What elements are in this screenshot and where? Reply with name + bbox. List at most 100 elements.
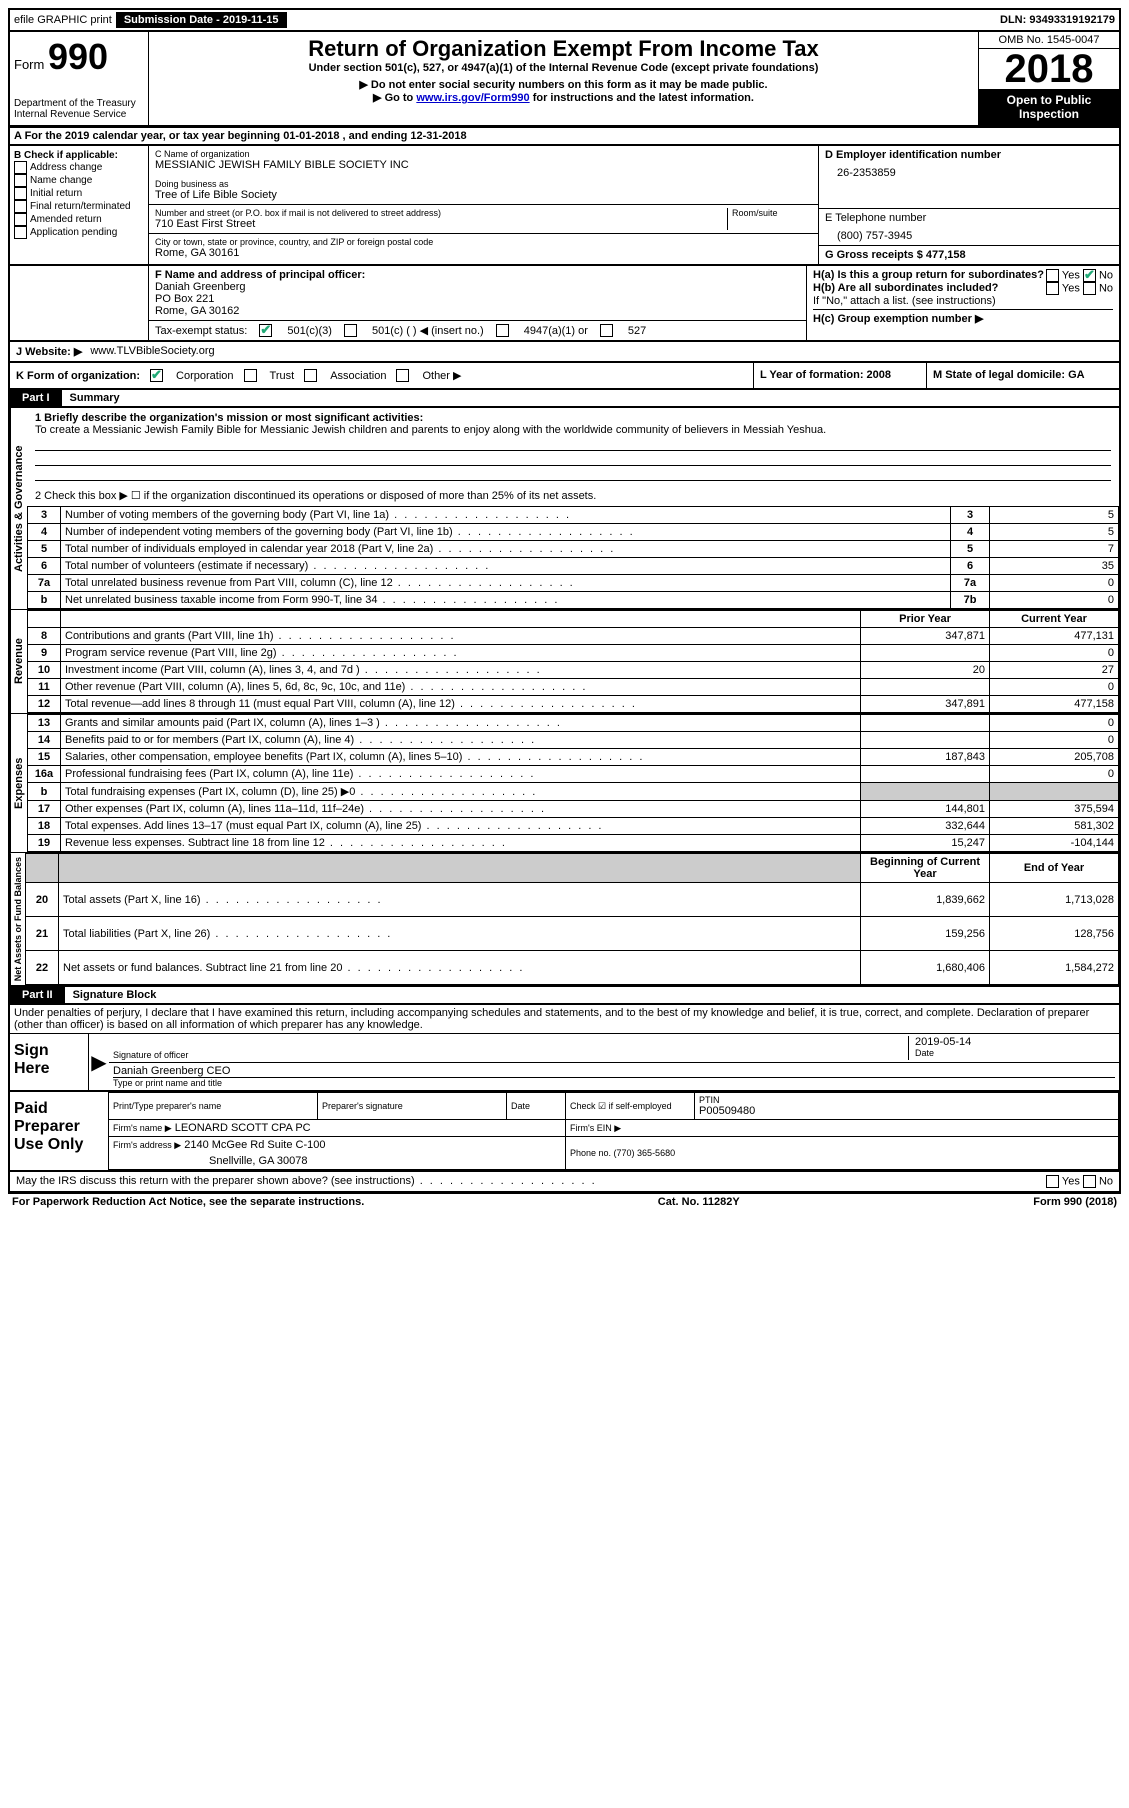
hdr-prior: Prior Year	[861, 611, 990, 628]
opt-501c: 501(c) ( ) ◀ (insert no.)	[372, 324, 484, 337]
expenses-table: 13Grants and similar amounts paid (Part …	[27, 714, 1119, 852]
opt-501c3: 501(c)(3)	[287, 325, 332, 337]
checkbox-initial[interactable]	[14, 187, 27, 200]
checkbox-501c3[interactable]	[259, 324, 272, 337]
efile-label: efile GRAPHIC print	[14, 14, 112, 26]
table-row: 18Total expenses. Add lines 13–17 (must …	[28, 818, 1119, 835]
city-value: Rome, GA 30161	[155, 247, 812, 259]
sign-arrow-icon: ▶	[91, 1050, 106, 1075]
form-subtitle: Under section 501(c), 527, or 4947(a)(1)…	[157, 62, 970, 74]
table-row: 14Benefits paid to or for members (Part …	[28, 732, 1119, 749]
website-label: J Website: ▶	[16, 345, 82, 358]
opt-address-change: Address change	[30, 162, 102, 173]
line1-label: 1 Briefly describe the organization's mi…	[35, 412, 1111, 424]
checkbox-corp[interactable]	[150, 369, 163, 382]
table-row: 20Total assets (Part X, line 16)1,839,66…	[26, 883, 1119, 917]
ein-label-prep: Firm's EIN ▶	[570, 1123, 621, 1133]
form-label: Form	[14, 57, 44, 72]
hb-no[interactable]	[1083, 282, 1096, 295]
checkbox-other[interactable]	[396, 369, 409, 382]
netassets-section: Net Assets or Fund Balances Beginning of…	[8, 853, 1121, 987]
table-row: 11Other revenue (Part VIII, column (A), …	[28, 679, 1119, 696]
footer: For Paperwork Reduction Act Notice, see …	[8, 1193, 1121, 1210]
line2: 2 Check this box ▶ ☐ if the organization…	[27, 485, 1119, 506]
prep-date-label: Date	[511, 1101, 561, 1111]
officer-sig-name: Daniah Greenberg CEO	[113, 1065, 1115, 1077]
checkbox-name-change[interactable]	[14, 174, 27, 187]
vlabel-netassets: Net Assets or Fund Balances	[10, 853, 25, 985]
opt-amended: Amended return	[30, 214, 102, 225]
opt-assoc: Association	[330, 370, 386, 382]
table-row: 5Total number of individuals employed in…	[28, 541, 1119, 558]
sig-officer-label: Signature of officer	[113, 1050, 908, 1060]
checkbox-assoc[interactable]	[304, 369, 317, 382]
sign-block: Sign Here ▶ Signature of officer 2019-05…	[8, 1034, 1121, 1092]
hb-label: H(b) Are all subordinates included?	[813, 282, 998, 294]
col-b-label: B Check if applicable:	[14, 150, 144, 161]
prep-print-label: Print/Type preparer's name	[113, 1101, 313, 1111]
table-row: 21Total liabilities (Part X, line 26)159…	[26, 917, 1119, 951]
part2-title: Signature Block	[65, 987, 165, 1003]
table-row: 17Other expenses (Part IX, column (A), l…	[28, 801, 1119, 818]
checkbox-address-change[interactable]	[14, 161, 27, 174]
hdr-eoy: End of Year	[990, 854, 1119, 883]
tax-year: 2018	[979, 49, 1119, 89]
table-row: 9Program service revenue (Part VIII, lin…	[28, 645, 1119, 662]
hc-label: H(c) Group exemption number ▶	[813, 309, 1113, 325]
mission-text: To create a Messianic Jewish Family Bibl…	[35, 424, 1111, 436]
hb-note: If "No," attach a list. (see instruction…	[813, 295, 1113, 307]
tax-exempt-label: Tax-exempt status:	[155, 325, 247, 337]
officer-group-grid: F Name and address of principal officer:…	[8, 266, 1121, 342]
opt-initial: Initial return	[30, 188, 82, 199]
revenue-section: Revenue Prior Year Current Year 8Contrib…	[8, 610, 1121, 714]
discuss-no[interactable]	[1083, 1175, 1096, 1188]
opt-name-change: Name change	[30, 175, 92, 186]
hb-yes[interactable]	[1046, 282, 1059, 295]
revenue-table: Prior Year Current Year 8Contributions a…	[27, 610, 1119, 713]
checkbox-501c[interactable]	[344, 324, 357, 337]
no-label-2: No	[1099, 282, 1113, 294]
table-row: 10Investment income (Part VIII, column (…	[28, 662, 1119, 679]
firm-addr-label: Firm's address ▶	[113, 1140, 181, 1150]
org-info-grid: B Check if applicable: Address change Na…	[8, 146, 1121, 266]
table-row: 3Number of voting members of the governi…	[28, 507, 1119, 524]
table-row: 22Net assets or fund balances. Subtract …	[26, 951, 1119, 985]
checkbox-pending[interactable]	[14, 226, 27, 239]
irs-link[interactable]: www.irs.gov/Form990	[416, 92, 529, 104]
checkbox-527[interactable]	[600, 324, 613, 337]
gross-receipts: G Gross receipts $ 477,158	[825, 249, 1113, 261]
checkbox-4947[interactable]	[496, 324, 509, 337]
part2-header: Part II Signature Block	[8, 987, 1121, 1005]
org-name: MESSIANIC JEWISH FAMILY BIBLE SOCIETY IN…	[155, 159, 812, 171]
opt-527: 527	[628, 325, 646, 337]
governance-table: 3Number of voting members of the governi…	[27, 506, 1119, 609]
vlabel-governance: Activities & Governance	[10, 408, 27, 609]
table-row: bTotal fundraising expenses (Part IX, co…	[28, 783, 1119, 801]
line-a: A For the 2019 calendar year, or tax yea…	[8, 127, 1121, 146]
table-row: 4Number of independent voting members of…	[28, 524, 1119, 541]
declaration: Under penalties of perjury, I declare th…	[8, 1005, 1121, 1034]
ha-no[interactable]	[1083, 269, 1096, 282]
prep-ptin-label: PTIN	[699, 1095, 1114, 1105]
firm-phone: Phone no. (770) 365-5680	[570, 1148, 675, 1158]
dba-name: Tree of Life Bible Society	[155, 189, 812, 201]
discuss-no-label: No	[1099, 1176, 1113, 1188]
discuss-label: May the IRS discuss this return with the…	[16, 1175, 597, 1188]
phone-label: E Telephone number	[825, 212, 1113, 224]
k-label: K Form of organization:	[16, 370, 140, 382]
top-bar: efile GRAPHIC print Submission Date - 20…	[8, 8, 1121, 32]
form-title: Return of Organization Exempt From Incom…	[157, 36, 970, 62]
phone-value: (800) 757-3945	[825, 224, 1113, 242]
checkbox-final[interactable]	[14, 200, 27, 213]
discuss-yes[interactable]	[1046, 1175, 1059, 1188]
checkbox-amended[interactable]	[14, 213, 27, 226]
open-inspection: Open to Public Inspection	[979, 89, 1119, 125]
table-row: 6Total number of volunteers (estimate if…	[28, 558, 1119, 575]
org-name-label: C Name of organization	[155, 149, 812, 159]
col-b: B Check if applicable: Address change Na…	[10, 146, 149, 264]
ha-yes[interactable]	[1046, 269, 1059, 282]
l-label: L Year of formation: 2008	[753, 363, 926, 388]
firm-addr2: Snellville, GA 30078	[109, 1153, 566, 1170]
footer-mid: Cat. No. 11282Y	[658, 1196, 740, 1208]
checkbox-trust[interactable]	[244, 369, 257, 382]
